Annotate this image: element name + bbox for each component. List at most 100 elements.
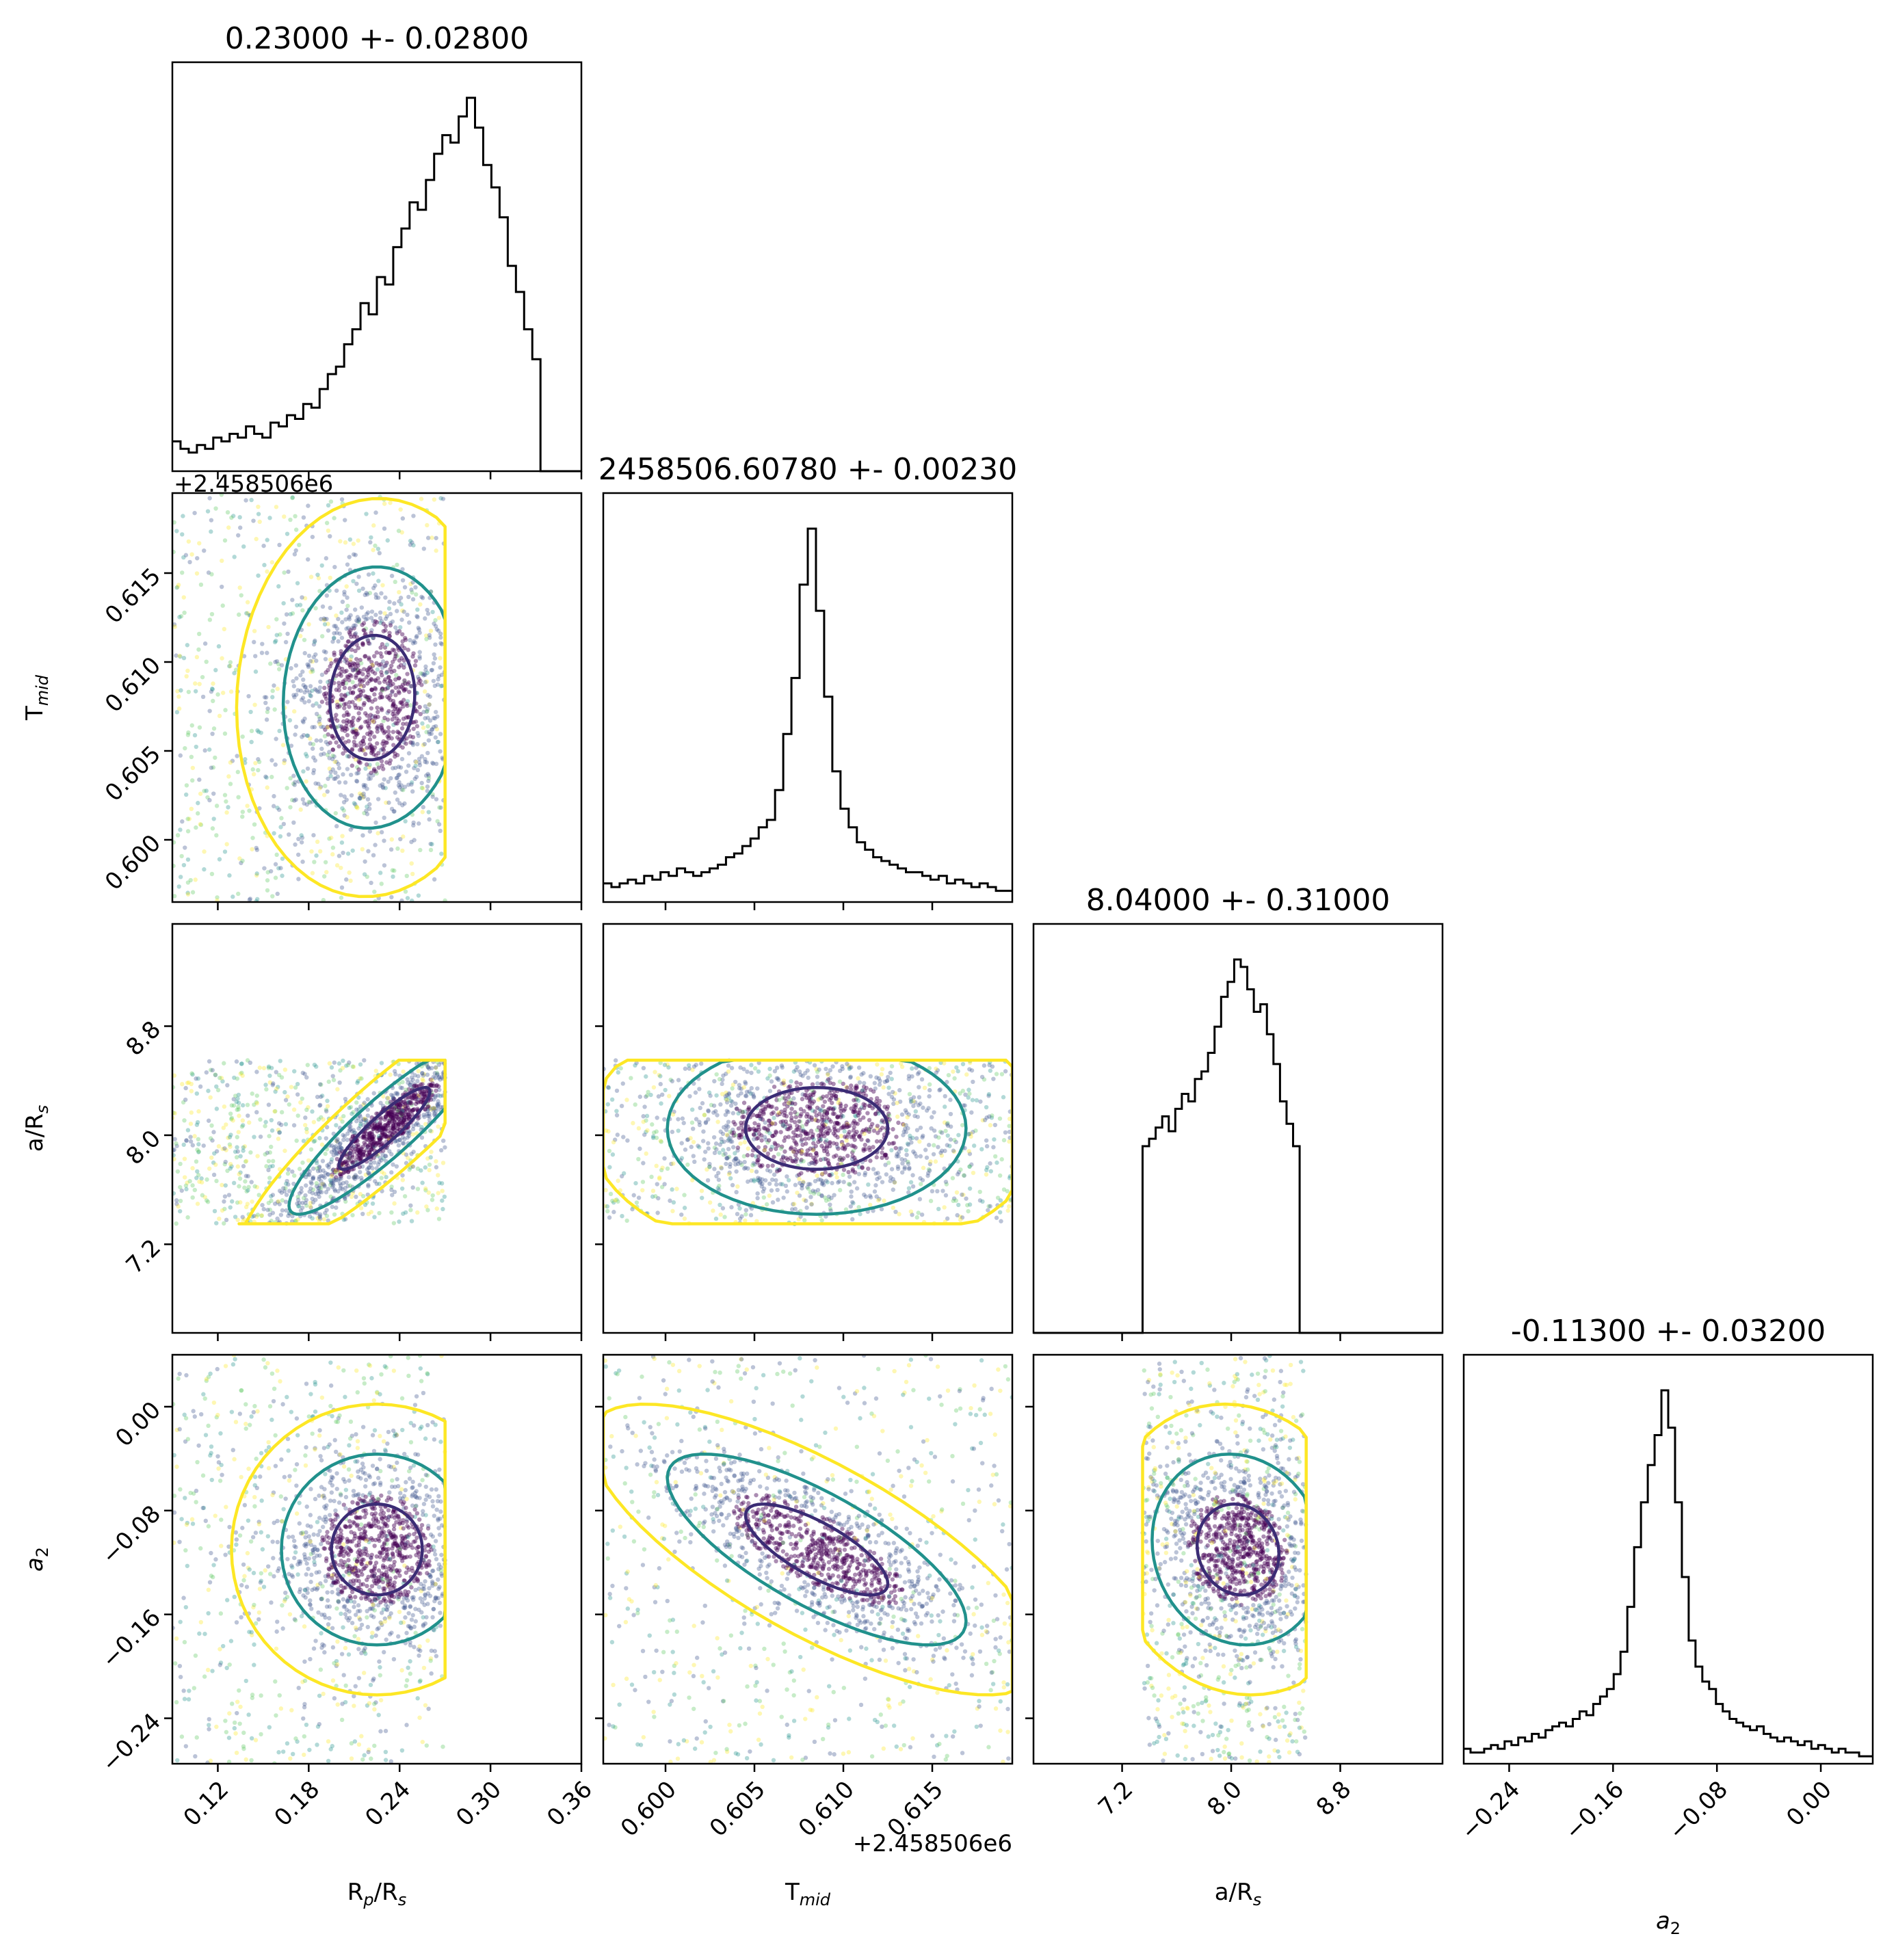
sample-point [357,1150,363,1155]
sample-point [361,1150,366,1155]
sample-point [742,1159,747,1165]
sample-point [818,1157,824,1163]
sample-point [386,1118,391,1123]
sample-point [421,743,426,747]
sample-point [383,616,389,621]
sample-point [799,1139,804,1143]
sample-point [324,650,328,654]
sample-point [434,1158,438,1164]
sample-point [942,1205,947,1210]
sample-point [813,1117,818,1122]
sample-point [371,1137,376,1142]
sample-point [763,1178,768,1183]
sample-point [866,1166,871,1171]
sample-point [283,1200,289,1204]
sample-point [440,755,445,760]
sample-point [411,543,416,548]
sample-point [389,1170,394,1175]
sample-point [659,1101,663,1106]
sample-point [758,1116,763,1122]
sample-point [311,742,316,747]
sample-point [367,732,373,737]
sample-point [304,1197,308,1202]
sample-point [432,1071,437,1076]
sample-point [862,1081,867,1085]
sample-point [299,833,304,838]
sample-point [799,1112,804,1117]
sample-point [987,1114,992,1119]
x-tick-label: 0.30 [451,1776,507,1832]
sample-point [183,845,187,850]
sample-point [302,1122,308,1128]
sample-point [752,1126,756,1131]
sample-point [702,1157,707,1162]
sample-point [791,1202,797,1206]
sample-point [404,721,409,726]
sample-point [772,1133,777,1137]
sample-point [254,871,259,876]
sample-point [828,1081,832,1085]
sample-point [658,1138,663,1143]
sample-point [323,1151,328,1156]
sample-point [838,1155,843,1161]
sample-point [380,1126,385,1131]
sample-point [423,672,427,677]
sample-point [362,872,367,877]
sample-point [380,1126,386,1130]
sample-point [320,604,326,609]
sample-point [851,1135,856,1139]
sample-point [793,1141,798,1145]
sample-point [884,1107,890,1111]
histogram-tmid [603,527,1012,892]
sample-point [373,820,378,825]
sample-point [334,588,339,593]
sample-point [381,1156,386,1161]
sample-point [814,1150,819,1156]
sample-point [340,620,345,624]
sample-point [361,1135,367,1139]
sample-point [366,776,371,782]
sample-point [355,731,360,737]
sample-point [726,1124,730,1129]
sample-point [265,650,269,655]
sample-point [942,1061,947,1065]
sample-point [353,1174,358,1179]
sample-point [178,827,183,832]
sample-point [194,1176,199,1180]
sample-point [402,801,407,806]
sample-point [332,635,337,640]
sample-point [359,1146,364,1151]
sample-point [861,1071,866,1076]
sample-point [689,1144,694,1150]
sample-point [266,1200,272,1206]
sample-point [252,1135,256,1139]
sample-point [343,1199,348,1204]
sample-point [819,1134,824,1139]
sample-point [605,1085,611,1089]
sample-point [867,1127,872,1132]
sample-point [384,642,390,647]
sample-point [354,743,359,748]
sample-point [921,1105,925,1110]
sample-point [215,895,220,900]
sample-point [293,724,299,729]
sample-point [405,703,410,708]
sample-point [833,1094,839,1099]
sample-point [853,1132,858,1137]
sample-point [332,754,337,759]
sample-point [778,1182,783,1187]
sample-point [401,721,406,726]
sample-point [321,897,326,902]
sample-point [416,1095,421,1100]
sample-point [237,515,242,520]
sample-point [407,620,412,625]
sample-point [269,1144,274,1150]
sample-point [395,776,399,780]
sample-point [356,1156,362,1161]
sample-point [185,829,191,834]
sample-point [811,1090,816,1095]
panel-a2-rp [164,1405,583,1772]
sample-point [289,743,294,748]
sample-point [762,1148,767,1152]
sample-point [779,1157,784,1163]
